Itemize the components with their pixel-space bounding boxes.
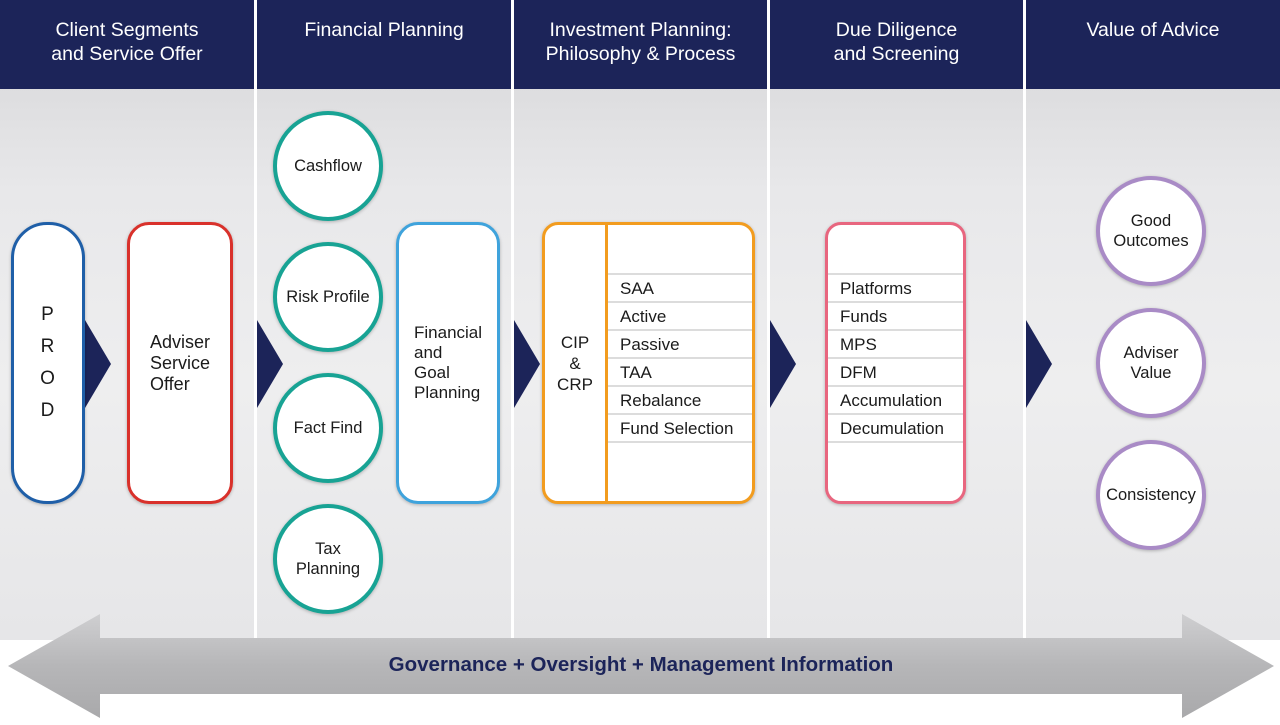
header-title: Due Diligence and Screening bbox=[833, 19, 960, 65]
list-item: Rebalance bbox=[608, 387, 752, 415]
circle-label: Cashflow bbox=[294, 157, 362, 175]
circle-label: Good Outcomes bbox=[1113, 212, 1189, 250]
circle-label: Fact Find bbox=[293, 419, 363, 437]
list-top-divider bbox=[828, 273, 963, 275]
circle-label: Adviser Value bbox=[1123, 344, 1179, 382]
column-header: Financial Planning bbox=[257, 0, 511, 89]
list-item: SAA bbox=[608, 275, 752, 303]
investment-process-box: CIP & CRP SAA Active Passive TAA Rebalan… bbox=[542, 222, 755, 504]
list-top-divider bbox=[608, 273, 752, 275]
chevron-right-icon bbox=[257, 320, 283, 408]
governance-label: Governance + Oversight + Management Info… bbox=[388, 653, 894, 676]
due-diligence-box: Platforms Funds MPS DFM Accumulation Dec… bbox=[825, 222, 966, 504]
header-title: Financial Planning bbox=[304, 19, 464, 41]
circle-label: Consistency bbox=[1106, 486, 1196, 504]
list-item: Funds bbox=[828, 303, 963, 331]
financial-goal-planning-label: Financial and Goal Planning bbox=[414, 323, 483, 402]
consistency-circle: Consistency bbox=[1096, 440, 1206, 550]
circle-label: Tax Planning bbox=[295, 540, 361, 578]
cip-crp-label: CIP & CRP bbox=[557, 332, 593, 394]
list-item: Accumulation bbox=[828, 387, 963, 415]
list-item: DFM bbox=[828, 359, 963, 387]
chevron-right-icon bbox=[770, 320, 796, 408]
prod-pill: P R O D bbox=[11, 222, 85, 504]
list-item: Active bbox=[608, 303, 752, 331]
cashflow-circle: Cashflow bbox=[273, 111, 383, 221]
circle-label: Risk Profile bbox=[286, 288, 370, 306]
list-item: Platforms bbox=[828, 275, 963, 303]
risk-profile-circle: Risk Profile bbox=[273, 242, 383, 352]
list-item: Passive bbox=[608, 331, 752, 359]
header-title: Value of Advice bbox=[1086, 19, 1220, 41]
chevron-right-icon bbox=[85, 320, 111, 408]
chevron-right-icon bbox=[1026, 320, 1052, 408]
chevron-right-icon bbox=[514, 320, 540, 408]
adviser-service-offer-label: Adviser Service Offer bbox=[150, 331, 211, 394]
cip-crp-divider bbox=[605, 225, 608, 501]
adviser-service-offer-box: Adviser Service Offer bbox=[127, 222, 233, 504]
column-header: Investment Planning: Philosophy & Proces… bbox=[514, 0, 767, 89]
adviser-value-circle: Adviser Value bbox=[1096, 308, 1206, 418]
list-item: MPS bbox=[828, 331, 963, 359]
fact-find-circle: Fact Find bbox=[273, 373, 383, 483]
prod-label: P R O D bbox=[40, 304, 56, 421]
column-header: Value of Advice bbox=[1026, 0, 1280, 89]
column-header: Due Diligence and Screening bbox=[770, 0, 1023, 89]
header-title: Investment Planning: Philosophy & Proces… bbox=[545, 19, 736, 65]
tax-planning-circle: Tax Planning bbox=[273, 504, 383, 614]
governance-double-arrow bbox=[8, 614, 1274, 718]
list-item: Decumulation bbox=[828, 415, 963, 443]
list-item: TAA bbox=[608, 359, 752, 387]
list-item: Fund Selection bbox=[608, 415, 752, 443]
cip-crp-cell: CIP & CRP bbox=[545, 225, 605, 501]
column-header: Client Segments and Service Offer bbox=[0, 0, 254, 89]
good-outcomes-circle: Good Outcomes bbox=[1096, 176, 1206, 286]
header-title: Client Segments and Service Offer bbox=[51, 19, 203, 65]
financial-goal-planning-box: Financial and Goal Planning bbox=[396, 222, 500, 504]
